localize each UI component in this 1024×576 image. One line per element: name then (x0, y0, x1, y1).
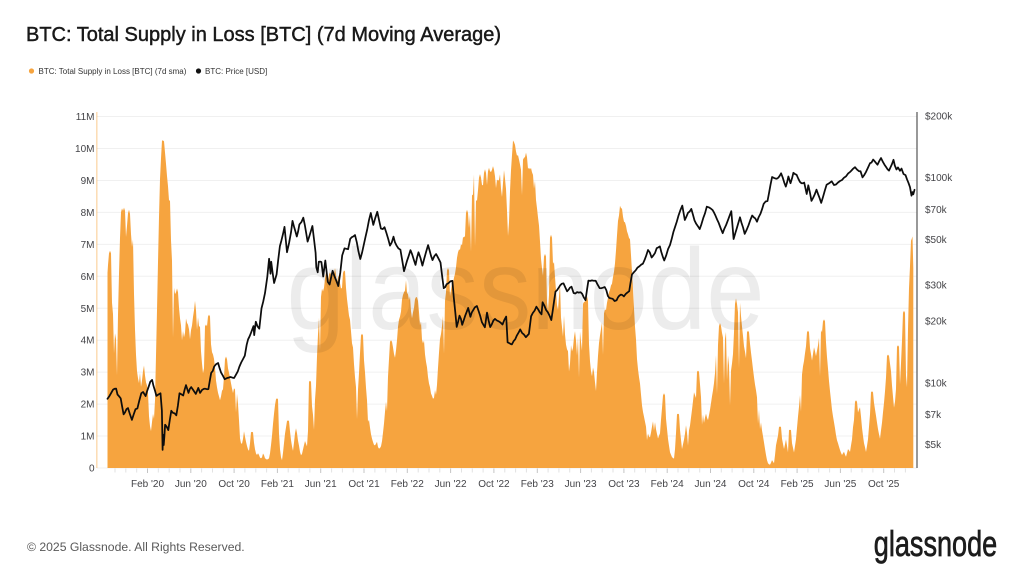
svg-text:5M: 5M (81, 304, 95, 315)
svg-text:0: 0 (89, 464, 95, 475)
svg-text:Feb '20: Feb '20 (131, 479, 164, 490)
svg-text:2M: 2M (81, 400, 95, 411)
svg-text:$20k: $20k (925, 317, 948, 328)
svg-text:Oct '22: Oct '22 (478, 479, 510, 490)
svg-text:11M: 11M (76, 112, 95, 123)
svg-text:BTC: Price [USD]: BTC: Price [USD] (205, 67, 267, 76)
svg-text:7M: 7M (81, 240, 95, 251)
svg-text:Oct '23: Oct '23 (608, 479, 640, 490)
svg-text:Feb '22: Feb '22 (391, 479, 424, 490)
svg-text:Feb '21: Feb '21 (261, 479, 294, 490)
svg-text:Jun '25: Jun '25 (824, 479, 856, 490)
svg-text:$30k: $30k (925, 281, 948, 292)
svg-text:BTC: Total Supply in Loss [BTC: BTC: Total Supply in Loss [BTC] (7d sma) (39, 67, 187, 76)
svg-text:6M: 6M (81, 272, 95, 283)
svg-text:$100k: $100k (925, 173, 953, 184)
svg-text:Jun '21: Jun '21 (305, 479, 337, 490)
svg-text:10M: 10M (75, 144, 94, 155)
svg-text:Jun '22: Jun '22 (435, 479, 467, 490)
svg-text:Oct '21: Oct '21 (348, 479, 380, 490)
svg-text:BTC: Total Supply in Loss [BTC: BTC: Total Supply in Loss [BTC] (7d Movi… (26, 24, 501, 46)
svg-text:Feb '23: Feb '23 (521, 479, 554, 490)
svg-text:1M: 1M (81, 432, 95, 443)
svg-text:$5k: $5k (925, 440, 942, 451)
svg-text:© 2025 Glassnode. All Rights R: © 2025 Glassnode. All Rights Reserved. (27, 540, 245, 554)
svg-text:$10k: $10k (925, 378, 948, 389)
svg-text:$7k: $7k (925, 410, 942, 421)
svg-text:Oct '24: Oct '24 (738, 479, 770, 490)
svg-text:glassnode: glassnode (287, 226, 765, 354)
svg-text:glassnode: glassnode (874, 523, 998, 564)
svg-text:Feb '25: Feb '25 (781, 479, 814, 490)
svg-text:Oct '20: Oct '20 (218, 479, 250, 490)
svg-text:Oct '25: Oct '25 (868, 479, 900, 490)
svg-text:3M: 3M (81, 368, 95, 379)
svg-text:Feb '24: Feb '24 (651, 479, 684, 490)
svg-text:4M: 4M (81, 336, 95, 347)
svg-text:$200k: $200k (925, 111, 953, 122)
svg-text:Jun '20: Jun '20 (175, 479, 207, 490)
svg-text:9M: 9M (81, 176, 95, 187)
svg-text:Jun '23: Jun '23 (565, 479, 597, 490)
svg-text:8M: 8M (81, 208, 95, 219)
svg-text:$70k: $70k (925, 205, 948, 216)
svg-text:$50k: $50k (925, 235, 948, 246)
svg-text:Jun '24: Jun '24 (695, 479, 727, 490)
